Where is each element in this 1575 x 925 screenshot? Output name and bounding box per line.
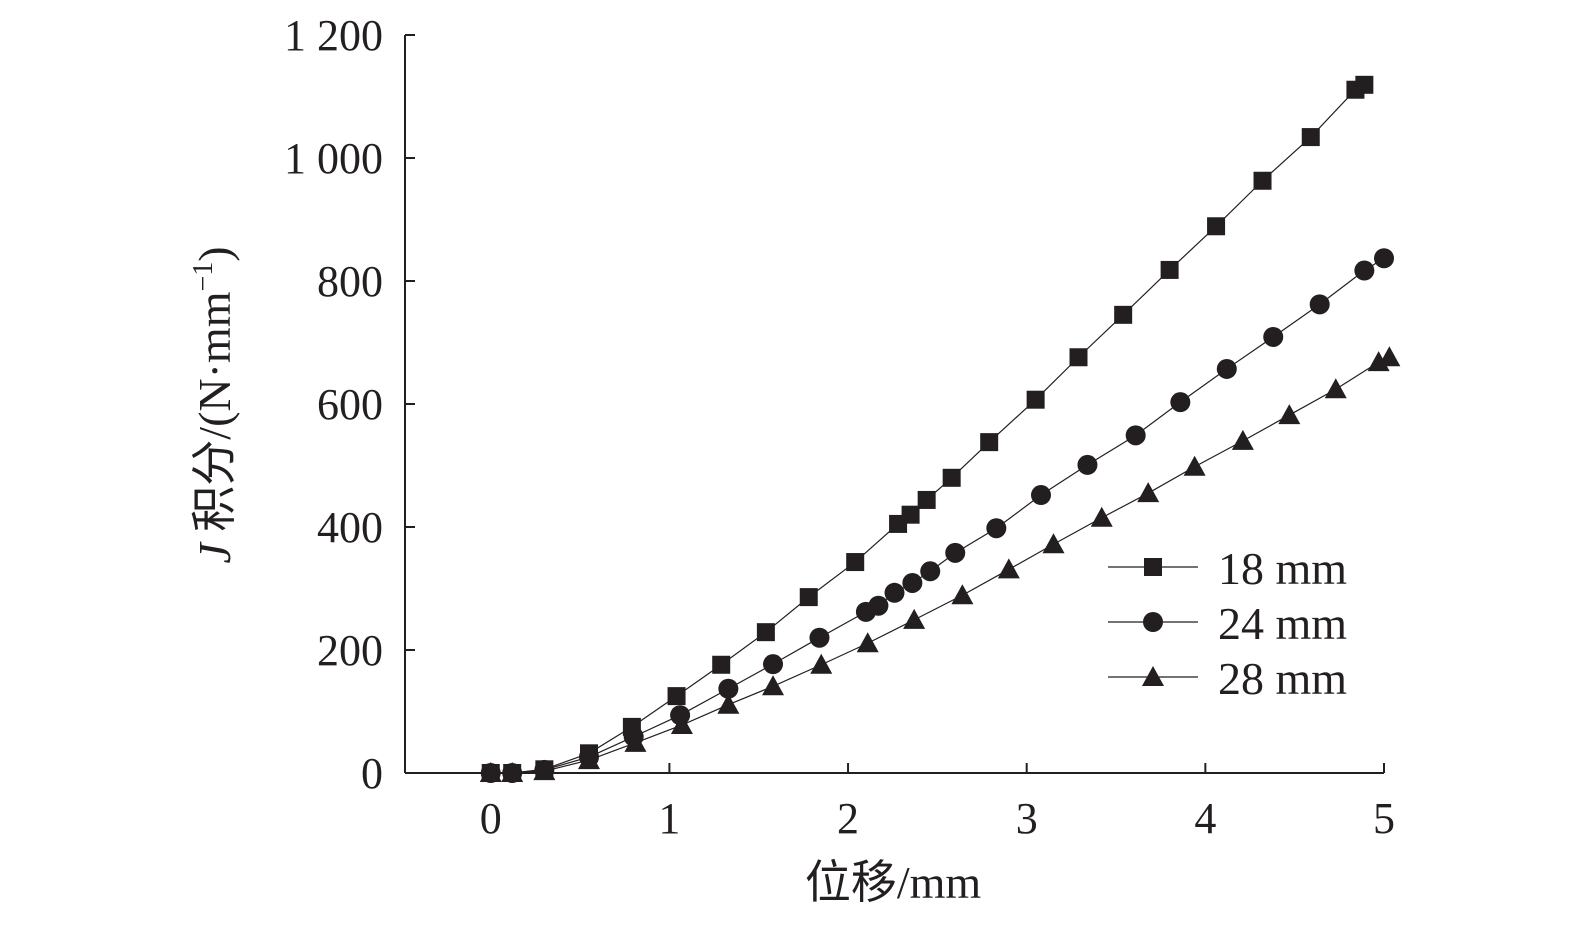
data-point-triangle	[717, 693, 740, 714]
axes: 0 200 400 600 800 1 000 1 200 0 1 2 3 4 5	[284, 11, 1395, 843]
y-axis-label-close: )	[189, 246, 240, 261]
y-tick-label: 600	[317, 380, 383, 429]
data-point-square	[1026, 390, 1045, 409]
data-point-circle	[945, 542, 966, 563]
data-point-circle	[809, 627, 830, 648]
data-point-triangle	[856, 632, 879, 653]
data-point-circle	[1374, 248, 1394, 269]
data-point-triangle	[501, 762, 524, 782]
data-point-triangle	[903, 608, 926, 629]
data-point-circle	[902, 572, 923, 593]
y-tick-label: 1 000	[284, 134, 383, 183]
y-tick-label: 800	[317, 257, 383, 306]
data-point-triangle	[1378, 346, 1401, 367]
x-tick-label: 4	[1194, 794, 1216, 843]
x-tick-label: 2	[837, 794, 859, 843]
x-tick-label: 0	[480, 794, 502, 843]
data-point-square	[1253, 171, 1272, 190]
series-line	[490, 356, 1390, 774]
legend-label: 18 mm	[1218, 543, 1347, 594]
data-point-triangle	[1137, 482, 1160, 503]
y-tick-label: 0	[361, 749, 383, 798]
y-axis-label-main: 积分/(N·mm	[189, 291, 240, 543]
data-point-square	[1355, 75, 1374, 94]
data-point-circle	[763, 654, 784, 675]
data-point-circle	[1125, 425, 1146, 446]
data-point-square	[799, 588, 818, 607]
x-axis-label: 位移/mm	[805, 857, 982, 908]
data-point-triangle	[1278, 404, 1301, 425]
y-axis-label: J 积分/(N·mm−1)	[188, 246, 240, 563]
data-point-square	[667, 687, 686, 706]
data-point-triangle	[810, 653, 833, 674]
series-28-mm	[479, 346, 1401, 782]
data-point-circle	[1170, 392, 1191, 413]
data-point-square	[980, 433, 999, 452]
y-tick-label: 1 200	[284, 11, 383, 60]
data-point-triangle	[624, 731, 647, 752]
data-point-triangle	[670, 714, 693, 735]
data-point-triangle	[762, 675, 785, 696]
data-point-square	[942, 468, 961, 487]
data-point-triangle	[479, 762, 502, 782]
data-point-square	[917, 490, 936, 509]
x-tick-label: 1	[658, 794, 680, 843]
data-point-circle	[884, 582, 905, 603]
legend-marker-triangle	[1142, 666, 1164, 686]
data-point-circle	[1309, 294, 1330, 315]
data-point-square	[901, 505, 920, 524]
data-point-circle	[1216, 358, 1237, 379]
y-tick-label: 400	[317, 503, 383, 552]
data-point-circle	[1354, 260, 1375, 281]
y-axis-label-sup: −1	[188, 262, 219, 292]
legend-marker-square	[1144, 558, 1162, 576]
data-point-triangle	[1231, 429, 1254, 450]
data-point-triangle	[951, 584, 974, 605]
data-point-triangle	[1324, 378, 1347, 399]
data-point-circle	[868, 595, 889, 616]
data-point-square	[712, 655, 731, 674]
data-point-circle	[920, 561, 941, 582]
series-group	[479, 75, 1401, 783]
x-tick-label: 3	[1016, 794, 1038, 843]
data-point-square	[1114, 305, 1133, 324]
data-point-triangle	[1183, 455, 1206, 476]
data-point-circle	[718, 678, 739, 699]
data-point-circle	[1030, 485, 1051, 506]
data-point-square	[756, 623, 775, 642]
data-point-square	[1069, 348, 1088, 367]
legend-label: 24 mm	[1218, 598, 1347, 649]
data-point-triangle	[997, 558, 1020, 579]
data-point-circle	[986, 518, 1007, 539]
data-point-triangle	[578, 749, 601, 770]
data-point-square	[1207, 217, 1226, 236]
x-tick-label: 5	[1373, 794, 1395, 843]
legend-marker-circle	[1143, 612, 1163, 632]
data-point-square	[846, 553, 865, 572]
y-axis-label-italic: J	[189, 541, 240, 564]
data-point-triangle	[533, 760, 556, 781]
y-tick-label: 200	[317, 626, 383, 675]
data-point-triangle	[1090, 506, 1113, 527]
data-point-square	[1160, 260, 1179, 279]
data-point-triangle	[1042, 533, 1065, 554]
legend-label: 28 mm	[1218, 653, 1347, 704]
data-point-circle	[1263, 326, 1284, 347]
data-point-circle	[1077, 454, 1098, 475]
data-point-square	[1301, 128, 1320, 147]
